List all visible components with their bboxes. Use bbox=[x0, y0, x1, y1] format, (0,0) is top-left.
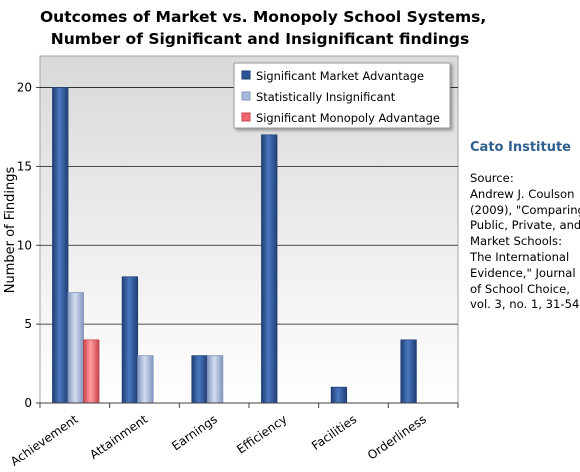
chart-title-line-1: Outcomes of Market vs. Monopoly School S… bbox=[40, 8, 487, 26]
y-tick-label: 10 bbox=[17, 238, 32, 252]
category-labels: Achievement Attainment Earnings Efficiency F… bbox=[8, 412, 429, 469]
category-label-facilities: Facilities bbox=[309, 412, 359, 453]
y-tick-label: 15 bbox=[17, 159, 32, 173]
bar-achievement-series-0 bbox=[52, 87, 69, 404]
legend-box bbox=[233, 62, 451, 129]
legend-swatch-market bbox=[241, 70, 251, 80]
brand-label: Cato Institute bbox=[470, 140, 571, 155]
legend-swatch-insignificant bbox=[241, 91, 251, 101]
bar-attainment-series-0 bbox=[121, 276, 139, 404]
source-line: Andrew J. Coulson bbox=[470, 186, 575, 201]
category-label-orderliness: Orderliness bbox=[365, 412, 429, 463]
legend-label-insignificant: Statistically Insignificant bbox=[256, 90, 396, 104]
bar-facilities-series-0 bbox=[330, 386, 348, 404]
legend: Significant Market Advantage Statistical… bbox=[233, 62, 451, 129]
source-citation: Source: Andrew J. Coulson (2009), "Compa… bbox=[470, 171, 580, 313]
y-tick-labels: 0 5 10 15 20 bbox=[17, 81, 32, 410]
chart-title-line-2: Number of Significant and Insignificant … bbox=[50, 30, 470, 48]
source-panel: Cato Institute Source: Andrew J. Coulson… bbox=[470, 140, 580, 313]
legend-label-market: Significant Market Advantage bbox=[256, 69, 424, 83]
y-tick-label: 20 bbox=[17, 81, 32, 95]
y-tick-label: 5 bbox=[24, 317, 32, 331]
source-line: Market Schools: bbox=[470, 234, 562, 249]
category-label-earnings: Earnings bbox=[169, 412, 220, 453]
category-label-achievement: Achievement bbox=[8, 412, 81, 469]
bars bbox=[52, 87, 417, 404]
source-line: (2009), "Comparing bbox=[470, 202, 580, 217]
bar-earnings-series-1 bbox=[206, 355, 224, 404]
y-tick-label: 0 bbox=[24, 396, 32, 410]
source-line: vol. 3, no. 1, 31-54. bbox=[470, 297, 580, 312]
source-line: Evidence," Journal bbox=[470, 265, 576, 280]
bar-orderliness-series-0 bbox=[400, 339, 417, 404]
category-label-efficiency: Efficiency bbox=[234, 412, 289, 457]
source-line: Source: bbox=[470, 171, 514, 185]
category-label-attainment: Attainment bbox=[87, 412, 150, 462]
legend-label-monopoly: Significant Monopoly Advantage bbox=[256, 111, 440, 125]
x-tick-marks bbox=[39, 403, 459, 408]
bar-attainment-series-1 bbox=[137, 355, 154, 404]
source-line: of School Choice, bbox=[470, 281, 570, 296]
source-line: Public, Private, and bbox=[470, 218, 580, 233]
bar-efficiency-series-0 bbox=[261, 134, 278, 404]
y-axis-title: Number of Findings bbox=[3, 167, 18, 294]
source-line: The International bbox=[470, 249, 570, 264]
legend-swatch-monopoly bbox=[241, 112, 251, 122]
bar-achievement-series-2 bbox=[83, 339, 100, 404]
bar-achievement-series-1 bbox=[67, 292, 84, 404]
bar-earnings-series-0 bbox=[191, 355, 208, 404]
chart-title: Outcomes of Market vs. Monopoly School S… bbox=[40, 6, 487, 50]
